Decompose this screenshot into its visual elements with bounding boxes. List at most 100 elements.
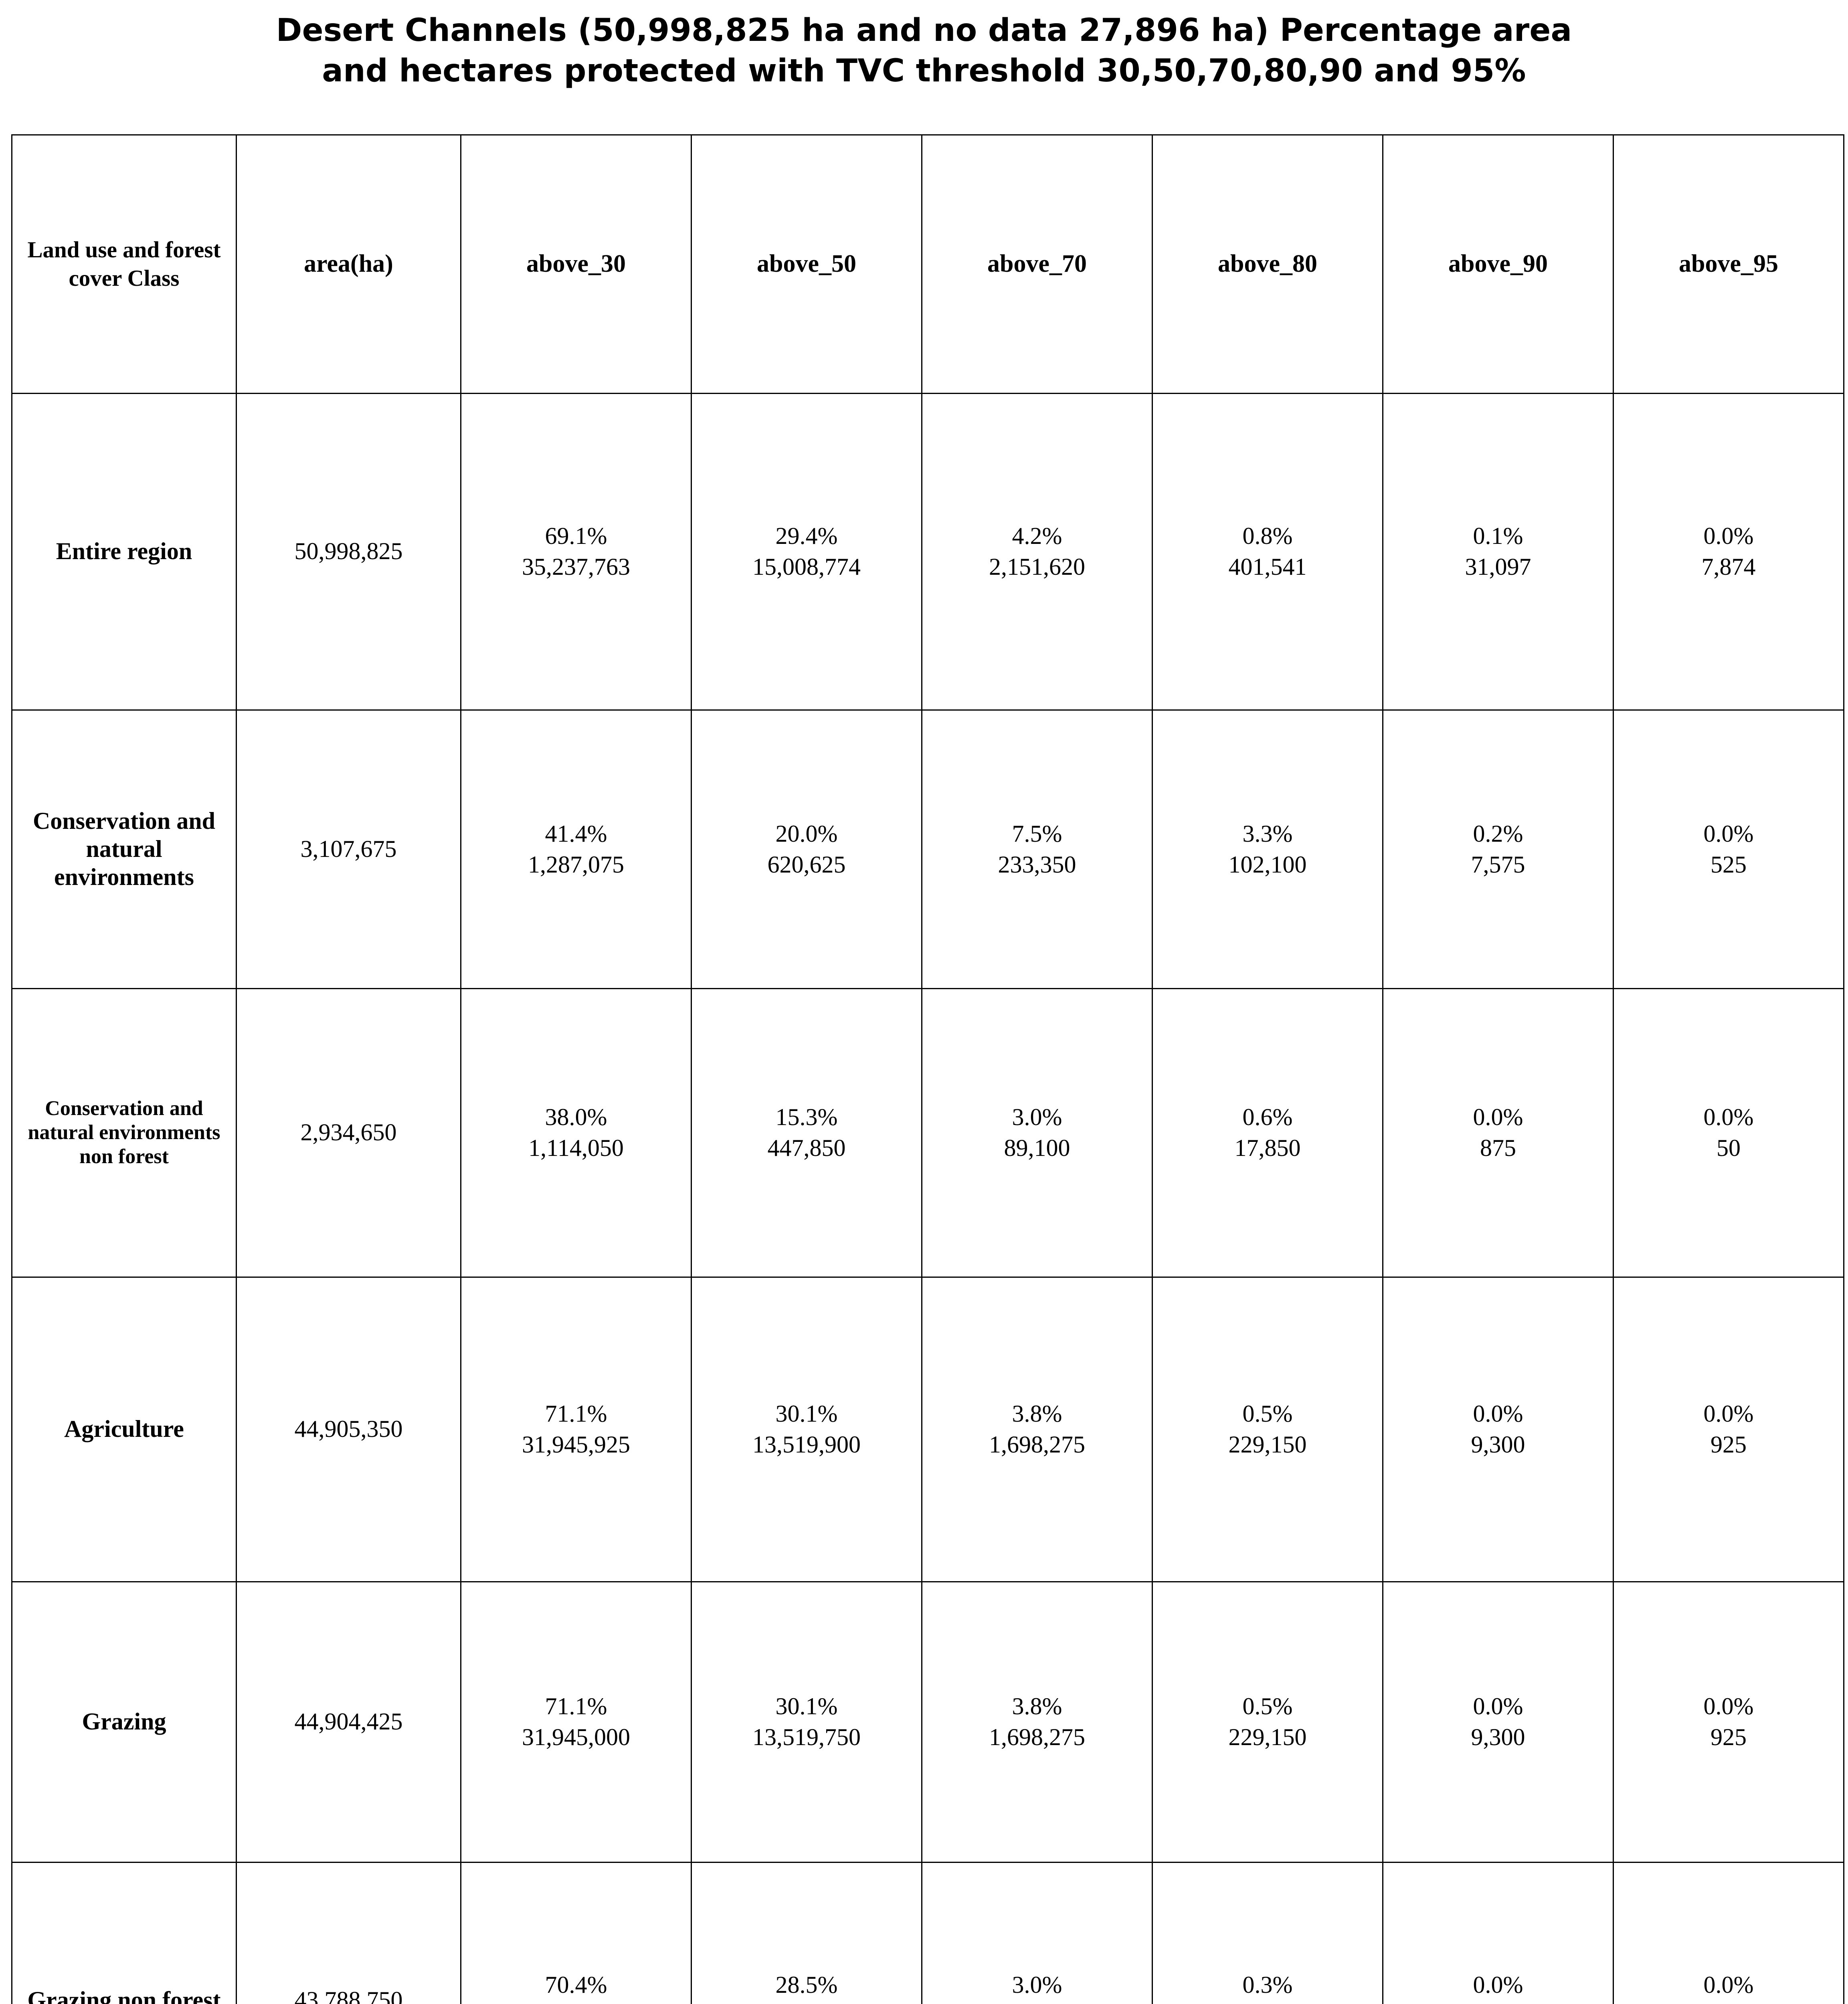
column-header-above-70-label: above_70	[987, 250, 1087, 277]
cell-above-50-pct: 30.1%	[775, 1400, 838, 1427]
cell-above-95: 0.0% 50	[1613, 988, 1844, 1278]
cell-above-30-ha: 31,945,925	[522, 1431, 630, 1458]
cell-above-30-pct: 71.1%	[545, 1400, 607, 1427]
cell-above-50-ha: 620,625	[767, 851, 846, 878]
cell-above-90-ha: 7,575	[1471, 851, 1525, 878]
cell-above-90: 0.0% 5,825	[1382, 1861, 1614, 2004]
cell-above-95-ha: 925	[1711, 1724, 1747, 1751]
cell-above-95-pct: 0.0%	[1703, 1400, 1754, 1427]
cell-above-80-ha: 229,150	[1228, 1724, 1307, 1751]
title-line-1: Desert Channels (50,998,825 ha and no da…	[276, 12, 1572, 48]
cell-above-90-pct: 0.1%	[1473, 523, 1523, 549]
cell-above-95-pct: 0.0%	[1703, 1104, 1754, 1131]
cell-above-30: 41.4% 1,287,075	[460, 709, 692, 989]
cell-above-80: 0.5% 229,150	[1152, 1581, 1383, 1863]
table-row: Agriculture 44,905,350 71.1% 31,945,925 3…	[11, 1276, 1844, 1582]
row-class-label: Conservation and natural environments no…	[11, 988, 237, 1278]
cell-above-90: 0.0% 875	[1382, 988, 1614, 1278]
cell-above-90-pct: 0.2%	[1473, 820, 1523, 847]
cell-above-70-ha: 1,698,275	[989, 1724, 1085, 1751]
cell-above-30-pct: 38.0%	[545, 1104, 607, 1131]
cell-above-90-ha: 9,300	[1471, 1431, 1525, 1458]
cell-above-95-pct: 0.0%	[1703, 523, 1754, 549]
cell-above-30-ha: 31,945,000	[522, 1724, 630, 1751]
row-class-label: Grazing	[11, 1581, 237, 1863]
cell-above-70-ha: 89,100	[1004, 1135, 1070, 1162]
table-row: Conservation and natural environments 3,…	[11, 709, 1844, 989]
cell-above-95: 0.0% 925	[1613, 1276, 1844, 1582]
column-header-class-label: Land use and forest cover Class	[27, 237, 221, 291]
cell-above-70: 3.8% 1,698,275	[921, 1581, 1153, 1863]
cell-above-50: 30.1% 13,519,750	[691, 1581, 922, 1863]
cell-above-90-ha: 875	[1480, 1135, 1516, 1162]
row-area-value: 50,998,825	[236, 392, 461, 711]
cell-above-95: 0.0% 525	[1613, 709, 1844, 989]
cell-above-80-pct: 0.6%	[1242, 1104, 1293, 1131]
column-header-above-90: above_90	[1382, 134, 1614, 394]
cell-above-30-ha: 30,829,375	[465, 2000, 687, 2004]
row-class-label: Agriculture	[11, 1276, 237, 1582]
cell-above-80-pct: 0.5%	[1242, 1400, 1293, 1427]
cell-above-90-pct: 0.0%	[1473, 1693, 1523, 1720]
cell-above-30-pct: 71.1%	[545, 1693, 607, 1720]
cell-above-30: 71.1% 31,945,925	[460, 1276, 692, 1582]
protection-threshold-table: Land use and forest cover Class area(ha)…	[11, 134, 1844, 2004]
cell-above-90-pct: 0.0%	[1473, 1104, 1523, 1131]
column-header-area-label: area(ha)	[304, 250, 393, 277]
cell-above-50-pct: 20.0%	[775, 820, 838, 847]
cell-above-70-pct: 4.2%	[1012, 523, 1062, 549]
cell-above-95: 0.0% 7,874	[1613, 392, 1844, 711]
cell-above-80-pct: 0.5%	[1242, 1693, 1293, 1720]
cell-above-50: 20.0% 620,625	[691, 709, 922, 989]
cell-above-95-ha: 50	[1717, 1135, 1741, 1162]
cell-above-50-ha: 13,519,750	[752, 1724, 861, 1751]
column-header-above-90-label: above_90	[1448, 250, 1548, 277]
cell-above-80: 3.3% 102,100	[1152, 709, 1383, 989]
row-area-value: 2,934,650	[236, 988, 461, 1278]
table-row: Entire region 50,998,825 69.1% 35,237,763…	[11, 392, 1844, 711]
cell-above-80-ha: 401,541	[1228, 554, 1307, 580]
cell-above-70: 3.0% 89,100	[921, 988, 1153, 1278]
cell-above-50-pct: 15.3%	[775, 1104, 838, 1131]
cell-above-95: 0.0% 825	[1613, 1861, 1844, 2004]
cell-above-95-ha: 7,874	[1701, 554, 1756, 580]
cell-above-70: 3.0% 1,321,975	[921, 1861, 1153, 2004]
cell-above-90: 0.0% 9,300	[1382, 1581, 1614, 1863]
cell-above-70-pct: 3.0%	[1012, 1972, 1062, 1998]
row-area-value: 3,107,675	[236, 709, 461, 989]
cell-above-80: 0.5% 229,150	[1152, 1276, 1383, 1582]
cell-above-30: 38.0% 1,114,050	[460, 988, 692, 1278]
table-header: Land use and forest cover Class area(ha)…	[11, 134, 1844, 394]
cell-above-70-pct: 7.5%	[1012, 820, 1062, 847]
cell-above-50: 29.4% 15,008,774	[691, 392, 922, 711]
cell-above-30: 70.4% 30,829,375	[460, 1861, 692, 2004]
column-header-above-30-label: above_30	[526, 250, 626, 277]
cell-above-90-pct: 0.0%	[1473, 1400, 1523, 1427]
cell-above-90-ha: 9,300	[1471, 1724, 1525, 1751]
cell-above-70-ha: 1,321,975	[926, 2000, 1148, 2004]
column-header-area: area(ha)	[236, 134, 461, 394]
table-row: Conservation and natural environments no…	[11, 988, 1844, 1278]
cell-above-80-pct: 0.8%	[1242, 523, 1293, 549]
cell-above-70-ha: 233,350	[998, 851, 1076, 878]
cell-above-90-pct: 0.0%	[1473, 1972, 1523, 1998]
cell-above-90-ha: 5,825	[1387, 2000, 1609, 2004]
row-class-label: Grazing non forest	[11, 1861, 237, 2004]
cell-above-50-ha: 13,519,900	[752, 1431, 861, 1458]
cell-above-50-ha: 447,850	[767, 1135, 846, 1162]
cell-above-95-pct: 0.0%	[1703, 1972, 1754, 1998]
cell-above-95-pct: 0.0%	[1703, 1693, 1754, 1720]
cell-above-50-ha: 12,464,200	[696, 2000, 917, 2004]
column-header-class: Land use and forest cover Class	[11, 134, 237, 394]
cell-above-50-pct: 28.5%	[775, 1972, 838, 1998]
cell-above-30: 69.1% 35,237,763	[460, 392, 692, 711]
cell-above-95-ha: 525	[1711, 851, 1747, 878]
cell-above-70-pct: 3.0%	[1012, 1104, 1062, 1131]
cell-above-70: 7.5% 233,350	[921, 709, 1153, 989]
cell-above-95-ha: 825	[1618, 2000, 1839, 2004]
document-title: Desert Channels (50,998,825 ha and no da…	[0, 0, 1848, 92]
cell-above-95: 0.0% 925	[1613, 1581, 1844, 1863]
row-class-label: Entire region	[11, 392, 237, 711]
report-table-container: Land use and forest cover Class area(ha)…	[8, 92, 1844, 2004]
column-header-above-50: above_50	[691, 134, 922, 394]
